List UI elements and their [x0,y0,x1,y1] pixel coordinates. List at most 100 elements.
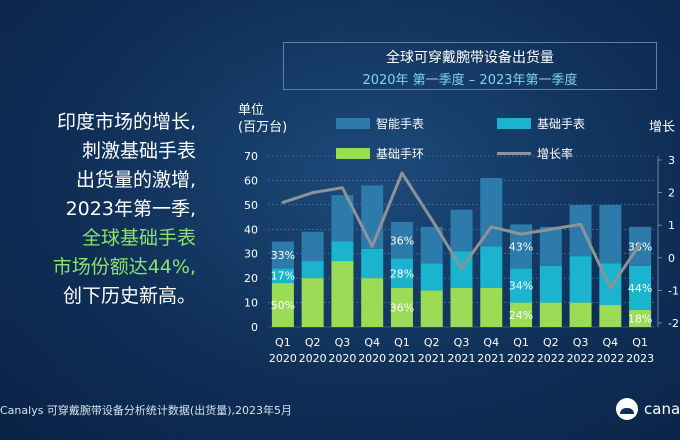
right-axis-tick-label: 1 [668,219,675,232]
x-tick-year: 2022 [567,352,595,365]
bar-basic-watch [539,265,562,303]
bar-smartwatch [271,241,294,269]
bar-smartwatch [331,195,354,242]
bar-basic-watch [629,265,652,310]
data-label: 43% [509,240,533,253]
right-axis-tick-label: -2 [668,317,679,330]
bar-basic-watch [271,268,294,284]
bar-basic-band [271,283,294,327]
data-label: 34% [509,279,533,292]
data-label: 36% [390,234,414,247]
bar-smartwatch [569,204,592,257]
bar-basic-watch [569,256,592,303]
x-tick-year: 2020 [269,352,297,365]
growth-point [400,171,404,175]
headline-text: 印度市场的增长, 刺激基础手表 出货量的激增, 2023年第一季, 全球基础手表 市场份额… [0,108,196,311]
y-tick-label: 30 [244,248,258,261]
growth-point [370,244,374,248]
bar-basic-band [420,290,443,327]
y-tick-label: 70 [244,150,258,163]
x-tick-quarter: Q1 [394,336,410,349]
bar-basic-band [599,305,622,327]
x-tick-quarter: Q4 [603,336,619,349]
growth-point [579,222,583,226]
headline-line: 创下历史新高。 [62,285,196,307]
data-label: 44% [628,282,652,295]
x-tick-year: 2022 [537,352,565,365]
growth-point [549,227,553,231]
legend-swatch-basic-band [336,148,370,159]
x-tick-quarter: Q4 [483,336,499,349]
bar-basic-band [569,302,592,327]
x-tick-year: 2020 [328,352,356,365]
legend-item-smartwatch: 智能手表 [336,115,424,132]
growth-point [281,200,285,204]
growth-point [430,218,434,222]
right-axis-label: 增长 [649,120,676,135]
bar-basic-watch [361,248,384,279]
bar-smartwatch [599,204,622,264]
y-axis-unit: 单位 (百万台) [238,103,288,135]
source-note: Canalys 可穿戴腕带设备分析统计数据(出货量),2023年5月 [0,404,292,417]
headline-line: 印度市场的增长, [56,111,196,133]
y-tick-label: 60 [244,174,258,187]
growth-point [638,242,642,246]
y-tick-label: 0 [251,321,258,334]
bar-basic-watch [390,258,413,288]
bar-basic-band [361,278,384,327]
bar-basic-band [480,287,503,327]
x-tick-quarter: Q1 [275,336,291,349]
bar-basic-band [390,287,413,327]
legend-line-growth [497,152,531,155]
x-tick-quarter: Q2 [424,336,440,349]
headline-line: 刺激基础手表 [81,140,196,162]
bar-smartwatch [539,226,562,266]
bar-basic-band [450,287,473,327]
chart-title-box: 全球可穿戴腕带设备出货量 2020年 第一季度 – 2023年第一季度 [283,42,657,90]
bar-basic-watch [480,246,503,288]
x-tick-year: 2021 [477,352,505,365]
bar-basic-band [629,309,652,327]
headline-line: 2023年第一季, [65,198,196,220]
chart-subtitle: 2020年 第一季度 – 2023年第一季度 [362,73,578,88]
bar-basic-watch [331,241,354,262]
y-tick-label: 40 [244,223,258,236]
growth-point [519,232,523,236]
x-tick-quarter: Q4 [364,336,380,349]
bar-smartwatch [510,224,533,269]
bar-basic-band [539,302,562,327]
data-label: 28% [390,267,414,280]
x-tick-quarter: Q3 [454,336,470,349]
x-tick-quarter: Q2 [543,336,559,349]
data-label: 38% [628,240,652,253]
bar-smartwatch [450,209,473,252]
data-label: 36% [390,301,414,314]
growth-point [608,286,612,290]
x-tick-year: 2023 [626,352,654,365]
legend-swatch-smartwatch [336,118,370,129]
legend-item-basic-watch: 基础手表 [497,115,585,132]
x-tick-quarter: Q3 [573,336,589,349]
x-tick-year: 2020 [299,352,327,365]
right-axis-tick-label: 3 [668,154,675,167]
data-label: 18% [628,312,652,325]
right-axis-tick-label: -1 [668,284,679,297]
y-tick-label: 10 [244,297,258,310]
bar-basic-watch [510,268,533,303]
growth-point [489,225,493,229]
headline-line: 全球基础手表 [81,227,196,249]
bar-smartwatch [301,231,324,262]
chart-title: 全球可穿戴腕带设备出货量 [386,50,554,66]
x-tick-year: 2020 [358,352,386,365]
data-label: 24% [509,309,533,322]
legend-item-basic-band: 基础手环 [336,145,424,162]
x-tick-quarter: Q2 [305,336,321,349]
bar-basic-watch [420,263,443,291]
x-tick-year: 2021 [388,352,416,365]
headline-line: 市场份额达44%, [52,256,196,278]
bar-basic-band [510,302,533,327]
bar-smartwatch [361,185,384,249]
bar-basic-band [301,278,324,327]
legend-item-growth: 增长率 [497,145,573,162]
